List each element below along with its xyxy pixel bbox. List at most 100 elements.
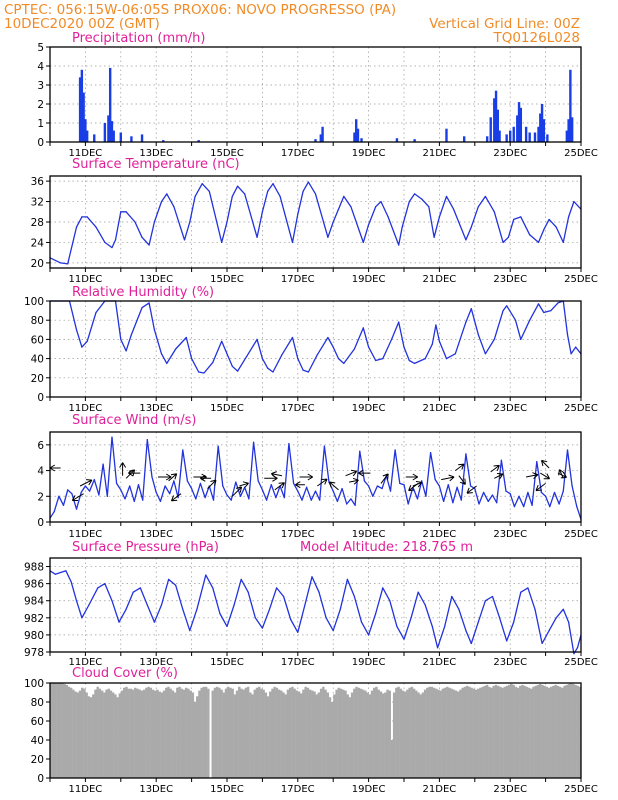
data-point (571, 485, 573, 487)
x-tick-label: 13DEC (139, 148, 173, 159)
cloud-bar (180, 688, 183, 778)
cloud-bar (432, 687, 436, 778)
data-point (182, 608, 184, 610)
data-point (160, 200, 163, 203)
data-point (566, 334, 569, 336)
data-point (433, 236, 435, 238)
data-point (520, 591, 522, 593)
data-point (403, 346, 405, 348)
data-point (401, 226, 403, 228)
cloud-bar (401, 690, 405, 778)
cloud-bar (291, 686, 294, 778)
wind-arrow (535, 483, 546, 492)
data-point (233, 604, 235, 606)
data-point (186, 480, 188, 482)
cloud-bar (492, 685, 495, 778)
precip-bar (494, 90, 498, 142)
data-point (231, 365, 233, 367)
x-tick-label: 11DEC (69, 657, 103, 668)
data-point (114, 239, 117, 241)
data-point (428, 206, 430, 208)
data-point (104, 241, 106, 244)
wind-arrow (71, 493, 84, 501)
cloud-bar (158, 691, 161, 778)
data-point (196, 608, 198, 610)
data-point (310, 499, 312, 501)
cloud-bar (120, 690, 124, 778)
data-point (191, 358, 193, 360)
data-point (550, 310, 552, 312)
cloud-bar (260, 688, 263, 778)
cloud-bar (123, 687, 126, 778)
data-point (484, 600, 487, 602)
cloud-bar (386, 689, 389, 778)
data-point (443, 500, 445, 503)
cloud-bar (538, 683, 542, 778)
cloud-bar (193, 702, 197, 778)
cloud-bar (308, 689, 312, 778)
x-tick-label: 11DEC (69, 403, 103, 414)
data-point (58, 495, 60, 497)
data-point (527, 491, 529, 494)
cloud-bar (470, 687, 473, 778)
precip-bar (355, 119, 358, 142)
data-point (148, 244, 150, 246)
x-tick-label: 19DEC (352, 657, 386, 668)
panel-title: Surface Wind (m/s) (72, 413, 196, 428)
wind-arrow (128, 469, 141, 477)
cloud-bar (434, 688, 438, 778)
wind-arrow (264, 474, 278, 482)
precip-bar (395, 138, 399, 142)
wind-arrow (380, 473, 389, 484)
cloud-bar (337, 687, 341, 778)
cloud-bar (184, 687, 188, 778)
data-point (81, 617, 83, 619)
data-point (458, 608, 460, 610)
cloud-bar (116, 697, 119, 778)
data-point (477, 621, 479, 623)
data-point (431, 625, 433, 627)
cloud-bar (96, 686, 99, 778)
cloud-bar (426, 687, 429, 778)
data-point (437, 647, 439, 649)
data-point (381, 487, 383, 490)
cloud-bar (344, 690, 347, 778)
data-point (275, 496, 277, 499)
cloud-bar (187, 688, 190, 778)
data-point (311, 576, 313, 578)
cloud-bar (441, 688, 445, 778)
data-point (498, 617, 501, 619)
data-point (316, 354, 318, 356)
data-point (137, 484, 140, 486)
data-point (111, 436, 113, 438)
data-point (201, 183, 203, 185)
wind-arrow (170, 493, 182, 502)
cloud-bar (505, 685, 509, 778)
data-point (456, 486, 458, 488)
data-point (376, 485, 379, 487)
panel-title: Precipitation (mm/h) (72, 31, 205, 46)
y-tick-label: 24 (31, 237, 45, 249)
cloud-bar (297, 691, 301, 778)
data-point (256, 338, 258, 340)
data-point (368, 346, 370, 348)
data-point (568, 621, 570, 623)
cloud-bar (293, 688, 296, 778)
cloud-bar (481, 686, 484, 778)
x-tick-label: 15DEC (210, 403, 244, 414)
cloud-bar (512, 684, 515, 778)
data-point (465, 630, 467, 632)
data-point (465, 321, 467, 323)
cloud-bar (339, 688, 343, 778)
x-tick-label: 21DEC (423, 274, 457, 285)
y-tick-label: 80 (31, 315, 44, 327)
cloud-bar (561, 687, 564, 778)
cloud-bar (127, 688, 130, 778)
data-point (380, 200, 382, 203)
data-point (424, 604, 426, 606)
data-point (86, 340, 88, 342)
y-tick-label: 80 (31, 697, 44, 709)
data-point (307, 181, 310, 183)
data-point (408, 200, 410, 203)
precip-bar (540, 104, 544, 142)
